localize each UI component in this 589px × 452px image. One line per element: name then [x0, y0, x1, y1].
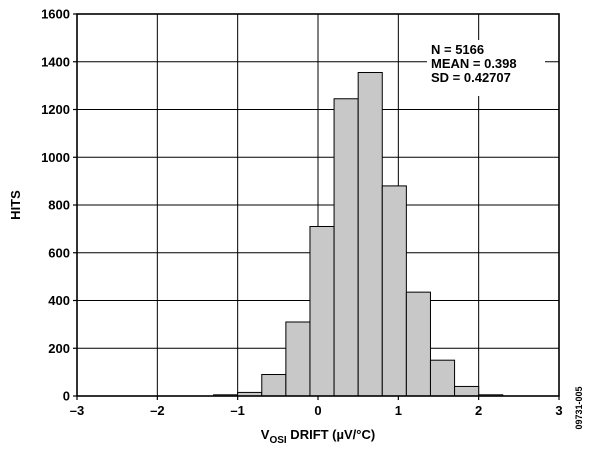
- y-tick-label: 1600: [41, 7, 70, 22]
- histogram-bar: [261, 374, 287, 397]
- histogram-bar: [333, 98, 359, 397]
- y-tick-label: 600: [48, 245, 70, 260]
- x-axis-title: VOSI DRIFT (µV/°C): [261, 427, 375, 446]
- stats-box-background: [427, 40, 545, 96]
- y-tick-label: 1000: [41, 150, 70, 165]
- stats-annotation-line: N = 5166: [431, 42, 484, 57]
- x-tick-label: –1: [230, 403, 244, 418]
- x-axis-title-subscript: OSI: [269, 435, 286, 446]
- x-tick-label: –3: [70, 403, 84, 418]
- y-tick-label: 1400: [41, 54, 70, 69]
- x-tick-label: 0: [314, 403, 321, 418]
- x-tick-label: 1: [395, 403, 402, 418]
- histogram-bar: [309, 225, 335, 397]
- x-axis-ticks: –3 –2 –1 0 1 2 3: [70, 396, 563, 418]
- histogram-bars: [213, 71, 504, 397]
- histogram-bar: [429, 359, 456, 397]
- x-tick-label: 3: [555, 403, 562, 418]
- x-tick-label: 2: [475, 403, 482, 418]
- figure-id: 09731-005: [574, 386, 584, 429]
- stats-annotation-line: SD = 0.42707: [431, 70, 511, 85]
- histogram-bar: [454, 385, 480, 397]
- x-axis-title-main: V: [261, 427, 270, 442]
- y-tick-label: 400: [48, 293, 70, 308]
- histogram-bar: [285, 321, 311, 397]
- y-axis-ticks: 0 200 400 600 800 1000 1200 1400 1600: [41, 7, 77, 404]
- stats-annotation-line: MEAN = 0.398: [431, 56, 517, 71]
- x-tick-label: –2: [150, 403, 164, 418]
- x-axis-title-rest: DRIFT (µV/°C): [287, 427, 376, 442]
- y-tick-label: 0: [63, 389, 70, 404]
- y-tick-label: 800: [48, 198, 70, 213]
- histogram-bar: [405, 291, 431, 397]
- y-axis-title: HITS: [8, 190, 23, 220]
- y-tick-label: 200: [48, 341, 70, 356]
- histogram-bar: [357, 71, 383, 397]
- y-tick-label: 1200: [41, 102, 70, 117]
- histogram-bar: [381, 185, 407, 397]
